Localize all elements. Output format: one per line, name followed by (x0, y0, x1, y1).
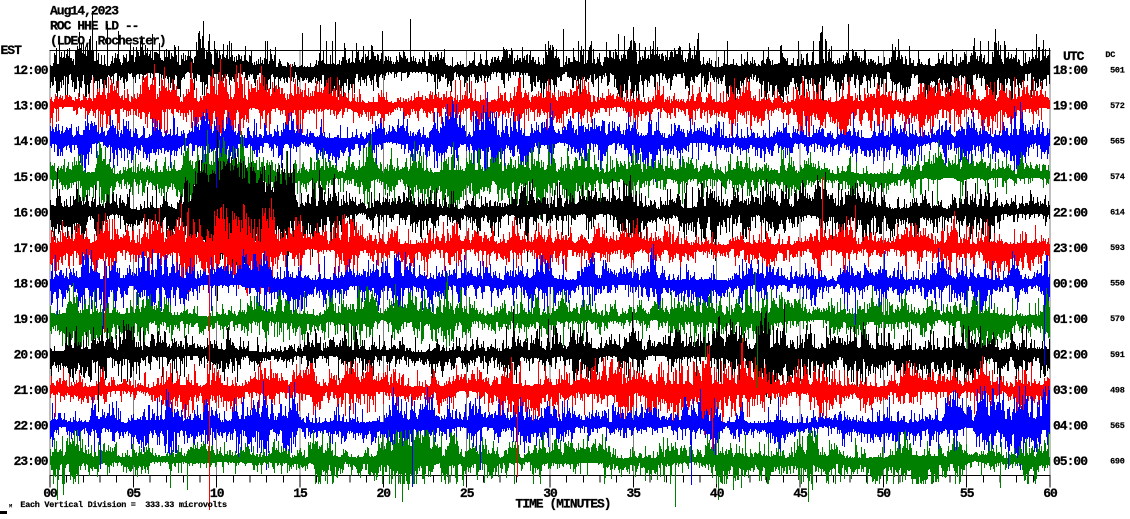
svg-text:UTC: UTC (1063, 49, 1085, 64)
svg-text:17:00: 17:00 (14, 241, 49, 256)
svg-text:50: 50 (876, 486, 891, 501)
svg-text:501: 501 (1110, 66, 1125, 76)
svg-text:574: 574 (1110, 172, 1125, 182)
svg-text:02:00: 02:00 (1053, 347, 1088, 362)
svg-text:DC: DC (1105, 50, 1115, 60)
svg-text:550: 550 (1110, 279, 1125, 289)
svg-text:Each Vertical Division = 333.: Each Vertical Division = 333.33 microvol… (20, 500, 227, 510)
svg-text:12:00: 12:00 (14, 63, 49, 78)
svg-text:45: 45 (793, 486, 808, 501)
svg-text:14:00: 14:00 (14, 134, 49, 149)
svg-text:03:00: 03:00 (1053, 383, 1088, 398)
svg-text:00: 00 (43, 486, 58, 501)
svg-text:30: 30 (543, 486, 558, 501)
svg-text:04:00: 04:00 (1053, 418, 1088, 433)
svg-text:35: 35 (626, 486, 641, 501)
svg-text:20: 20 (376, 486, 391, 501)
svg-text:05: 05 (126, 486, 141, 501)
svg-text:55: 55 (960, 486, 975, 501)
svg-text:614: 614 (1110, 208, 1125, 218)
svg-text:19:00: 19:00 (1053, 99, 1088, 114)
svg-text:13:00: 13:00 (14, 99, 49, 114)
svg-text:25: 25 (460, 486, 475, 501)
svg-text:05:00: 05:00 (1053, 454, 1088, 469)
svg-text:60: 60 (1043, 486, 1058, 501)
svg-text:40: 40 (710, 486, 725, 501)
svg-text:Aug14,2023: Aug14,2023 (50, 4, 119, 19)
svg-text:570: 570 (1110, 314, 1125, 324)
svg-text:M: M (9, 503, 13, 510)
svg-text:23:00: 23:00 (1053, 241, 1088, 256)
svg-text:565: 565 (1110, 137, 1125, 147)
svg-text:10: 10 (210, 486, 225, 501)
svg-text:20:00: 20:00 (14, 347, 49, 362)
svg-text:498: 498 (1110, 385, 1125, 395)
svg-text:EST: EST (1, 43, 23, 58)
svg-text:18:00: 18:00 (1053, 63, 1088, 78)
svg-text:20:00: 20:00 (1053, 134, 1088, 149)
svg-text:TIME (MINUTES): TIME (MINUTES) (515, 497, 610, 512)
svg-text:(LDEO, Rochester): (LDEO, Rochester) (50, 34, 166, 49)
svg-text:22:00: 22:00 (1053, 205, 1088, 220)
svg-text:591: 591 (1110, 350, 1125, 360)
svg-text:21:00: 21:00 (1053, 170, 1088, 185)
svg-text:23:00: 23:00 (14, 454, 49, 469)
svg-text:01:00: 01:00 (1053, 312, 1088, 327)
svg-text:593: 593 (1110, 243, 1125, 253)
svg-text:15: 15 (293, 486, 308, 501)
svg-text:16:00: 16:00 (14, 205, 49, 220)
svg-text:19:00: 19:00 (14, 312, 49, 327)
svg-text:22:00: 22:00 (14, 418, 49, 433)
svg-text:ROC HHE LD --: ROC HHE LD -- (50, 19, 138, 34)
svg-text:15:00: 15:00 (14, 170, 49, 185)
svg-text:565: 565 (1110, 421, 1125, 431)
svg-text:690: 690 (1110, 456, 1125, 466)
svg-text:18:00: 18:00 (14, 276, 49, 291)
svg-text:572: 572 (1110, 101, 1125, 111)
svg-text:21:00: 21:00 (14, 383, 49, 398)
svg-text:00:00: 00:00 (1053, 276, 1088, 291)
